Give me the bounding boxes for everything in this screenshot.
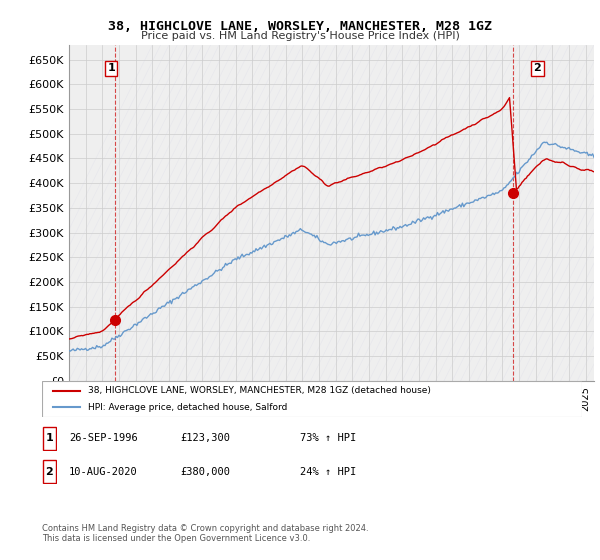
FancyBboxPatch shape [43,460,56,483]
Text: 26-SEP-1996: 26-SEP-1996 [69,433,138,444]
Text: £123,300: £123,300 [180,433,230,444]
Text: £380,000: £380,000 [180,467,230,477]
Text: Contains HM Land Registry data © Crown copyright and database right 2024.
This d: Contains HM Land Registry data © Crown c… [42,524,368,543]
Text: 2: 2 [533,63,541,73]
Text: 38, HIGHCLOVE LANE, WORSLEY, MANCHESTER, M28 1GZ: 38, HIGHCLOVE LANE, WORSLEY, MANCHESTER,… [108,20,492,32]
FancyBboxPatch shape [43,427,56,450]
FancyBboxPatch shape [42,381,582,417]
Text: 10-AUG-2020: 10-AUG-2020 [69,467,138,477]
Text: Price paid vs. HM Land Registry's House Price Index (HPI): Price paid vs. HM Land Registry's House … [140,31,460,41]
Text: 1: 1 [107,63,115,73]
Text: 1: 1 [46,433,53,443]
Text: 38, HIGHCLOVE LANE, WORSLEY, MANCHESTER, M28 1GZ (detached house): 38, HIGHCLOVE LANE, WORSLEY, MANCHESTER,… [88,386,431,395]
Text: 24% ↑ HPI: 24% ↑ HPI [300,467,356,477]
Text: 2: 2 [46,467,53,477]
Text: 73% ↑ HPI: 73% ↑ HPI [300,433,356,444]
Text: HPI: Average price, detached house, Salford: HPI: Average price, detached house, Salf… [88,403,287,412]
